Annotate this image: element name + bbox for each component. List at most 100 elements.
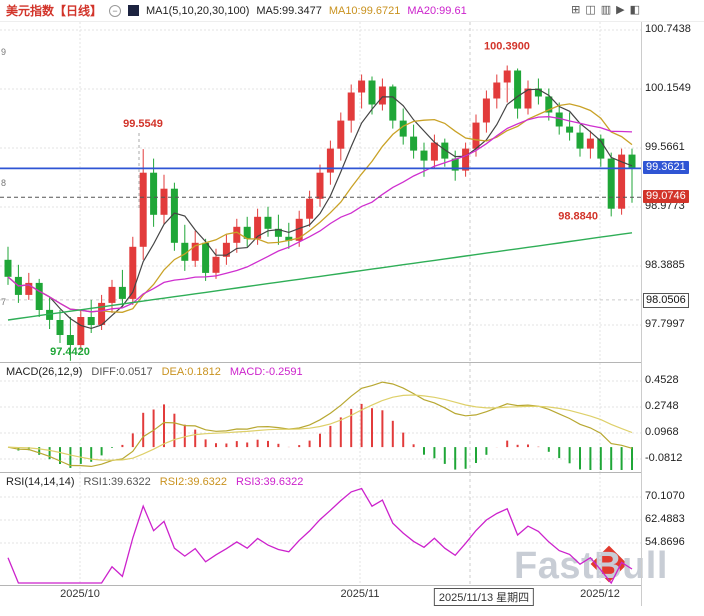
ma5-line xyxy=(7,88,633,330)
candle-body xyxy=(514,70,522,109)
candle-body xyxy=(566,126,574,133)
split-view-icon[interactable]: ◫ xyxy=(585,4,596,16)
candle-body xyxy=(233,226,241,243)
ma20-line xyxy=(7,116,633,313)
candle-body xyxy=(295,218,303,241)
candle-body xyxy=(191,242,199,261)
candle-body xyxy=(378,86,386,105)
left-axis-fragment: 7 xyxy=(1,297,6,307)
candle-body xyxy=(212,256,220,273)
candle-body xyxy=(254,216,262,239)
candle-body xyxy=(628,154,636,169)
candle-body xyxy=(503,70,511,83)
candle-body xyxy=(524,88,532,109)
main-chart-canvas[interactable]: 99.5549 100.3900 98.8840 97.4420 9 8 7 xyxy=(0,22,641,362)
rsi1-value-label: RSI1:39.6322 xyxy=(83,476,151,488)
candle-body xyxy=(264,216,272,229)
rsi-axis-label: 70.1070 xyxy=(645,490,685,502)
candle-body xyxy=(306,198,314,219)
candle-body xyxy=(389,86,397,121)
panel-divider xyxy=(0,472,642,473)
ma5-value-label: MA5:99.3477 xyxy=(256,4,322,17)
candle-body xyxy=(4,259,12,277)
symbol-title[interactable]: 美元指数【日线】 xyxy=(6,4,103,18)
macd-axis-label: 0.0968 xyxy=(645,426,679,438)
macd-hist-label: MACD:-0.2591 xyxy=(229,366,303,378)
candle-body xyxy=(586,138,594,149)
candle-body xyxy=(410,136,418,151)
macd-dea-label: DEA:0.1812 xyxy=(161,366,221,378)
left-axis-fragment: 9 xyxy=(1,47,6,57)
candle-body xyxy=(607,158,615,209)
candle-body xyxy=(35,282,43,310)
play-forward-icon[interactable]: ▶ xyxy=(616,4,625,16)
candle-body xyxy=(139,172,147,247)
x-axis-label: 2025/10 xyxy=(60,588,100,600)
layout-grid-icon[interactable]: ⊞ xyxy=(571,4,581,16)
macd-axis-label: 0.4528 xyxy=(645,374,679,386)
candle-body xyxy=(129,246,137,299)
rsi-axis-label: 62.4883 xyxy=(645,513,685,525)
last-price-label: 99.3621 xyxy=(643,161,689,175)
candle-body xyxy=(285,236,293,241)
collapse-icon[interactable]: − xyxy=(109,4,122,17)
candle-body xyxy=(326,148,334,173)
candle-body xyxy=(66,335,74,345)
candle-body xyxy=(482,98,490,123)
candle-body xyxy=(399,120,407,137)
candle-body xyxy=(441,142,449,159)
price-axis-label: 97.7997 xyxy=(645,318,685,330)
window-toolbar: ⊞ ◫ ▥ ▶ ◧ xyxy=(571,3,640,17)
candle-body xyxy=(545,96,553,113)
candle-body xyxy=(274,228,282,237)
candle-body xyxy=(202,242,210,273)
candle-body xyxy=(462,148,470,171)
x-axis-label: 2025/12 xyxy=(580,588,620,600)
chart-style-icon[interactable] xyxy=(128,5,140,16)
candle-body xyxy=(555,112,563,127)
candle-body xyxy=(337,120,345,149)
candle-body xyxy=(222,242,230,257)
panel-divider xyxy=(0,585,642,586)
candle-body xyxy=(597,138,605,159)
candle-body xyxy=(472,122,480,149)
candle-body xyxy=(181,242,189,261)
axis-separator xyxy=(641,22,642,606)
panel-divider xyxy=(0,362,642,363)
macd-diff-label: DIFF:0.0517 xyxy=(91,366,153,378)
expand-panel-icon[interactable]: ◧ xyxy=(629,4,640,16)
rsi3-value-label: RSI3:39.6322 xyxy=(236,476,304,488)
left-axis-fragment: 8 xyxy=(1,178,6,188)
x-axis-label: 2025/11 xyxy=(340,588,380,600)
price-annotation: 100.3900 xyxy=(484,41,530,53)
macd-panel-canvas[interactable] xyxy=(0,363,641,472)
candle-body xyxy=(98,302,106,325)
macd-label-row: MACD(26,12,9) DIFF:0.0517 DEA:0.1812 MAC… xyxy=(6,366,303,378)
ma20-value-label: MA20:99.61 xyxy=(407,4,467,17)
rsi-panel-canvas[interactable] xyxy=(0,473,641,585)
price-axis-label: 100.7438 xyxy=(645,23,691,35)
macd-axis-label: 0.2748 xyxy=(645,400,679,412)
candle-body xyxy=(358,80,366,93)
candle-body xyxy=(46,309,54,320)
ma100-line xyxy=(7,232,633,321)
alert-price-label: 99.0746 xyxy=(643,190,689,204)
price-axis-label: 100.1549 xyxy=(645,82,691,94)
price-annotation: 98.8840 xyxy=(558,210,598,222)
candle-body xyxy=(150,172,158,215)
indicator-panel-icon[interactable]: ▥ xyxy=(600,4,612,16)
candle-body xyxy=(451,158,459,171)
price-axis-label: 99.5661 xyxy=(645,141,685,153)
candle-body xyxy=(534,88,542,97)
candle-body xyxy=(87,317,95,325)
candle-body xyxy=(56,320,64,335)
candle-body xyxy=(420,150,428,161)
candle-body xyxy=(160,188,168,215)
rsi-line xyxy=(7,487,633,585)
candle-body xyxy=(493,82,501,99)
candle-body xyxy=(368,80,376,105)
candle-body xyxy=(316,172,324,199)
candle-body xyxy=(25,282,33,295)
macd-axis-label: -0.0812 xyxy=(645,452,683,464)
